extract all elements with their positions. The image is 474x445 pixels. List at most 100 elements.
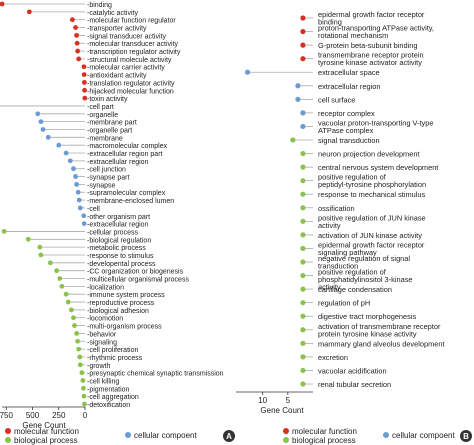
a-label-12: -toxin activity [87,96,128,103]
a-point-46 [77,362,83,368]
a-point-14 [35,111,41,117]
b-label-11: central nervous system development [318,163,438,172]
a-label-37: -immune system process [87,292,165,299]
b-label-7: receptor complex [318,109,375,118]
a-point-6 [75,48,81,54]
a-point-43 [75,338,81,344]
a-x-tick-label-2: 250 [52,411,66,420]
a-label-2: -molecular function regulator [87,18,176,25]
b-label-3: transmembrane receptor protein tyrosine k… [318,51,424,68]
a-label-22: -synapse part [87,175,129,182]
a-label-47: -presynaptic chemical synaptic transmiss… [87,371,224,378]
b-point-4 [244,69,251,75]
a-point-47 [79,370,85,376]
b-x-axis-title: Gene Count [260,406,304,415]
b-point-20 [300,286,306,292]
a-label-34: -CC organization or biogenesis [87,269,184,276]
b-point-7 [300,110,306,116]
b-label-9: signal transduction [318,136,380,145]
a-x-tick-label-3: 0 [83,411,88,420]
a-label-18: -macromolecular complex [87,143,168,150]
legend-b-cc-marker [383,432,389,438]
a-label-19: -extracellular region part [87,151,163,158]
a-label-10: -translation regulator activity [87,80,175,87]
b-point-19 [300,272,306,279]
a-point-45 [77,354,83,360]
a-label-28: -extracellular region [87,222,149,229]
a-point-16 [40,127,46,132]
a-point-49 [81,385,86,391]
a-label-1: -catalytic activity [87,10,138,17]
a-point-40 [71,315,76,321]
a-label-49: -pigmentation [87,386,130,393]
a-point-35 [57,276,63,281]
a-label-13: -cell part [87,104,114,111]
a-point-41 [72,323,77,328]
a-label-32: -response to stimulus [87,253,154,260]
b-label-26: vacuolar acidification [318,366,387,375]
legend-a-cc-label: cellular compoent [134,431,197,440]
b-label-14: ossification [318,204,355,213]
a-x-tick-label-1: 500 [26,411,40,420]
b-label-19: positive regulation of phosphatidylinosit… [318,268,413,292]
a-point-3 [73,25,78,30]
a-point-2 [70,17,75,23]
a-point-12 [82,95,88,101]
a-point-21 [71,166,76,172]
a-label-35: -multicellular organismal process [87,277,189,284]
a-label-51: -detoxification [87,402,130,409]
a-label-50: -cell aggregation [87,394,139,401]
b-label-8: vacuolar proton-transporting V-type ATPas… [318,118,433,135]
panel-label-b-text: B [463,432,469,441]
a-label-17: -membrane [87,135,123,142]
a-point-10 [81,80,87,85]
a-point-39 [68,307,74,313]
a-label-29: -cellular process [87,229,138,236]
legend-a-bp-marker [5,437,11,443]
b-point-8 [300,123,306,130]
b-point-15 [300,218,306,224]
panel-label-a: A [223,430,235,442]
b-point-1 [300,28,306,35]
b-label-20: cartilage condensation [318,285,392,294]
a-point-23 [74,181,79,187]
b-point-5 [295,83,301,89]
a-point-24 [75,189,81,195]
b-label-22: digestive tract morphogenesis [318,312,416,321]
a-label-16: -organelle part [87,127,132,134]
a-label-4: -signal transducer activity [87,33,166,40]
a-label-48: -cell killing [87,378,119,385]
a-label-8: -molecular carrier activity [87,65,165,72]
a-label-38: -reproductive process [87,300,155,307]
a-label-25: -membrane-enclosed lumen [87,198,174,205]
a-point-7 [76,56,82,62]
legend-panel-b: molecular function biological process ce… [283,427,455,445]
a-label-26: -cell [87,206,100,213]
b-label-2: G-protein beta-subunit binding [318,41,417,50]
b-label-6: cell surface [318,95,355,104]
b-label-0: epidermal growth factor receptor binding [318,10,425,27]
b-label-1: proton-transporting ATPase activity, rota… [318,24,434,41]
b-point-21 [300,300,306,306]
panel-label-b-badge [460,430,472,442]
a-label-39: -biological adhesion [87,308,149,315]
b-point-18 [300,259,306,265]
a-point-50 [81,393,87,399]
a-label-21: -cell junction [87,167,126,174]
b-label-4: extracellular space [318,68,380,77]
a-point-9 [81,72,87,77]
b-x-tick-label-1: 5 [286,396,291,405]
a-point-20 [67,158,73,164]
panel-a-chart: -binding-catalytic activity-molecular fu… [0,1,224,430]
a-point-17 [45,134,51,140]
legend-b-mf-marker [283,428,289,434]
b-point-13 [300,191,306,197]
a-point-18 [56,142,62,148]
a-point-8 [81,64,87,70]
legend-panel-a: molecular function biological process ce… [5,427,197,445]
a-label-7: -structural molecule activity [87,57,172,64]
b-label-16: activation of JUN kinase activity [318,231,422,240]
a-point-27 [81,213,87,219]
a-label-30: -biological regulation [87,237,151,244]
b-label-15: positive regulation of JUN kinase activit… [318,213,426,230]
